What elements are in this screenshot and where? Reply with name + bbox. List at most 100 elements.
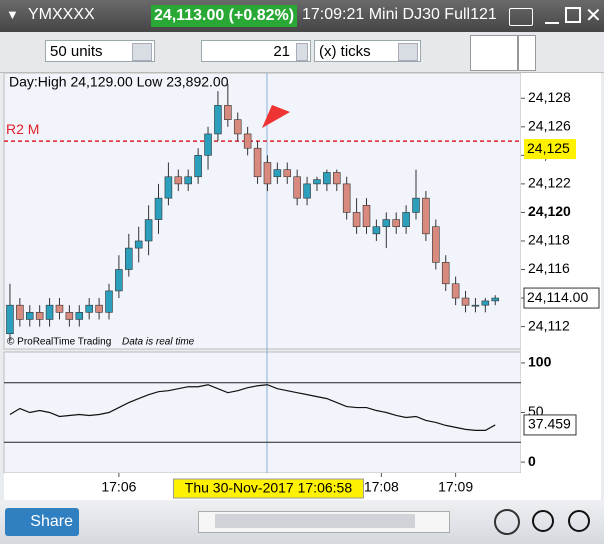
candle-body (85, 304, 93, 313)
quote: 24,113.00 (+0.82%) (151, 5, 297, 27)
candle-body (313, 179, 321, 185)
x-tick-label: 17:09 (438, 479, 473, 495)
candle-body (194, 155, 202, 178)
ticks-mode: (x) ticks (319, 43, 371, 60)
candle-body (16, 304, 24, 320)
candle-body (323, 172, 331, 185)
crosshair-box (172, 478, 364, 499)
candle-body (65, 312, 74, 320)
zoom-out[interactable] (532, 510, 554, 532)
price-panel (3, 72, 522, 350)
candle-body (293, 176, 301, 199)
last-price-box (523, 287, 600, 309)
candle-body (491, 297, 500, 302)
dropdown[interactable] (132, 43, 152, 61)
settings-bar: 50 units 21 (x) ticks (0, 32, 604, 73)
y-tick-label: 24,116 (528, 260, 570, 276)
candle-body (283, 169, 292, 178)
dropdown[interactable] (398, 43, 418, 61)
candle-body (362, 204, 371, 227)
indicator-menu[interactable] (518, 35, 536, 71)
menu-arrow[interactable]: ▼ (6, 7, 19, 22)
spinner[interactable] (296, 43, 308, 61)
x-tick-label: 17:08 (364, 479, 399, 495)
candle-body (441, 262, 450, 285)
arrow-annotation (262, 105, 290, 128)
candle-body (174, 176, 183, 185)
last-value-box (523, 414, 577, 436)
candle-body (372, 226, 381, 235)
candle-body (471, 304, 480, 307)
top-bar: ▼ YMXXXX 24,113.00 (+0.82%) 17:09:21 Min… (0, 0, 604, 32)
reference-box (524, 139, 576, 160)
candle-body (214, 105, 222, 135)
candle-body (75, 312, 84, 320)
share-button[interactable]: Share (5, 508, 79, 536)
indicator-panel (3, 351, 522, 474)
candle-body (224, 105, 232, 120)
candle-body (342, 183, 351, 213)
scroll-thumb[interactable] (215, 514, 415, 528)
y-tick-label: 24,112 (528, 317, 570, 333)
candle-body (432, 226, 440, 263)
candle-body (461, 297, 470, 306)
candle-body (204, 133, 212, 156)
realtime-note: Data is real time (122, 337, 195, 348)
candle-body (352, 212, 361, 227)
candle-body (303, 183, 311, 199)
candle-body (184, 176, 192, 185)
candle-body (333, 172, 341, 185)
candle-body (35, 312, 44, 320)
maximize[interactable] (565, 7, 581, 23)
units: 50 units (50, 43, 103, 60)
candle-body (55, 304, 64, 313)
candle-body (6, 304, 14, 335)
zoom-in[interactable] (568, 510, 590, 532)
x-tick-label: 17:06 (101, 479, 136, 495)
symbol[interactable]: YMXXXX (28, 6, 95, 23)
indicator-line (9, 384, 496, 431)
candle-body (95, 304, 103, 313)
candle-body (134, 240, 143, 249)
ticks-input[interactable]: 21 (201, 40, 311, 62)
candle-body (422, 197, 430, 235)
candle-body (243, 133, 252, 149)
units-select[interactable]: 50 units (45, 40, 155, 62)
candle-body (382, 219, 391, 227)
candle-body (125, 247, 133, 270)
candle-body (402, 212, 410, 227)
y-tick-label: 24,128 (528, 89, 571, 105)
y-tick-label: 24,122 (528, 175, 571, 191)
minimize[interactable] (545, 8, 559, 24)
mode-select[interactable]: (x) ticks (314, 40, 421, 62)
close[interactable]: ✕ (585, 5, 602, 27)
y-tick-label: 24,126 (528, 118, 571, 134)
copyright: © ProRealTime Trading (7, 337, 111, 348)
y-tick-label: 24,118 (528, 232, 570, 248)
zoom-auto[interactable] (494, 509, 520, 535)
candle-body (263, 162, 272, 185)
reference-name: R2 M (6, 121, 39, 137)
bottom-bar: Share (0, 500, 604, 544)
candle-body (273, 169, 282, 178)
candle-body (164, 176, 173, 199)
candle-body (481, 300, 490, 306)
candle-body (451, 283, 460, 299)
keyboard-icon[interactable] (509, 8, 533, 26)
y-tick-label: 0 (528, 453, 536, 469)
candle-body (253, 147, 262, 178)
candle-body (105, 290, 113, 313)
candle-body (25, 312, 34, 320)
ticks-count: 21 (273, 43, 290, 60)
indicator-button[interactable] (470, 35, 518, 71)
candle-body (412, 197, 420, 213)
last-value: 37.459 (528, 416, 571, 432)
candle-body (392, 219, 400, 227)
reference-label: 24,125 (527, 140, 570, 156)
candle-body (233, 119, 242, 135)
crosshair-label: Thu 30-Nov-2017 17:06:58 (185, 480, 353, 496)
y-tick-label: 100 (528, 354, 552, 370)
instrument-info: 17:09:21 Mini DJ30 Full121 (302, 6, 497, 23)
